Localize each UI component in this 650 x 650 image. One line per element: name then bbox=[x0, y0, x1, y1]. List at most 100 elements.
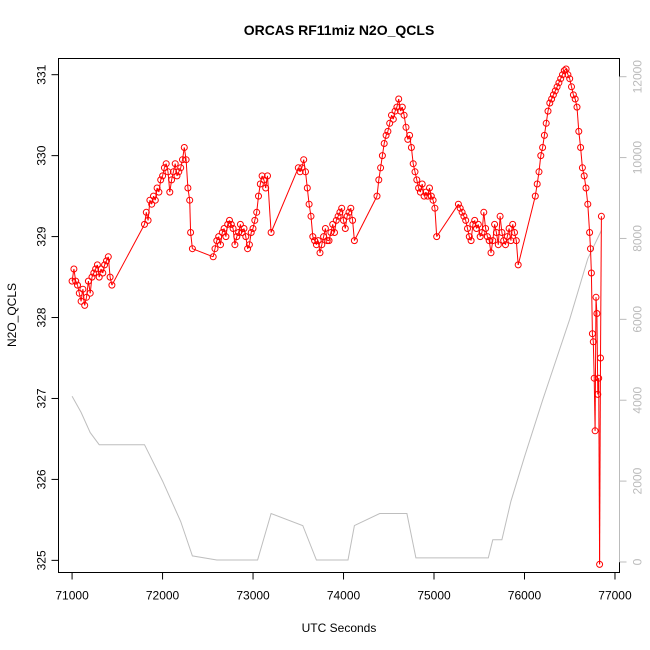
n2o-point bbox=[180, 144, 188, 151]
n2o-point bbox=[177, 164, 185, 172]
n2o-segment bbox=[160, 175, 164, 181]
y-tick-label: 329 bbox=[35, 226, 49, 246]
n2o-point bbox=[555, 79, 563, 87]
n2o-point bbox=[311, 237, 319, 245]
n2o-segment bbox=[517, 195, 536, 266]
n2o-segment bbox=[254, 212, 258, 221]
n2o-point bbox=[99, 269, 107, 277]
n2o-point bbox=[182, 156, 190, 164]
n2o-point bbox=[502, 241, 509, 249]
n2o-point bbox=[540, 131, 548, 139]
n2o-segment bbox=[75, 280, 78, 286]
n2o-point bbox=[531, 192, 539, 200]
n2o-point bbox=[307, 212, 315, 220]
y2-tick-label: 6000 bbox=[631, 306, 645, 333]
n2o-point bbox=[460, 212, 468, 220]
n2o-point bbox=[587, 245, 594, 253]
n2o-point bbox=[267, 229, 275, 236]
n2o-segment bbox=[429, 187, 432, 197]
n2o-segment bbox=[545, 111, 549, 124]
n2o-point bbox=[218, 229, 226, 236]
n2o-segment bbox=[182, 147, 185, 160]
n2o-segment bbox=[459, 207, 463, 213]
n2o-point bbox=[382, 131, 390, 139]
n2o-point bbox=[247, 229, 255, 236]
n2o-point bbox=[568, 83, 575, 91]
n2o-point bbox=[575, 127, 583, 135]
y2-tick-label: 2000 bbox=[631, 467, 645, 494]
n2o-point bbox=[514, 261, 522, 269]
n2o-point bbox=[249, 225, 257, 232]
n2o-point bbox=[327, 229, 335, 236]
n2o-point bbox=[146, 196, 154, 204]
n2o-point bbox=[321, 225, 329, 232]
n2o-point bbox=[233, 233, 241, 241]
n2o-segment bbox=[403, 115, 407, 128]
y2-tick-label: 12000 bbox=[631, 60, 645, 94]
n2o-segment bbox=[383, 135, 387, 144]
n2o-segment bbox=[270, 167, 299, 233]
n2o-point bbox=[411, 168, 419, 176]
n2o-segment bbox=[556, 82, 560, 88]
n2o-point bbox=[595, 374, 603, 382]
n2o-point bbox=[500, 237, 508, 245]
x-tick-label: 75000 bbox=[417, 589, 451, 603]
n2o-point bbox=[314, 237, 322, 245]
n2o-point bbox=[559, 71, 566, 79]
n2o-segment bbox=[416, 179, 420, 189]
n2o-point bbox=[309, 233, 317, 241]
n2o-point bbox=[462, 216, 470, 224]
n2o-point bbox=[594, 390, 602, 398]
n2o-segment bbox=[488, 240, 492, 253]
n2o-point bbox=[580, 172, 588, 180]
n2o-segment bbox=[73, 268, 77, 282]
n2o-point bbox=[329, 220, 337, 228]
n2o-point bbox=[336, 208, 344, 216]
n2o-point bbox=[544, 107, 552, 115]
n2o-point bbox=[302, 168, 309, 176]
n2o-point bbox=[496, 212, 504, 220]
n2o-segment bbox=[479, 232, 483, 237]
n2o-segment bbox=[512, 224, 515, 233]
n2o-point bbox=[553, 83, 561, 91]
n2o-point bbox=[480, 208, 488, 216]
y-axis-label: N2O_QCLS bbox=[5, 283, 19, 347]
n2o-point bbox=[494, 241, 502, 249]
n2o-point bbox=[386, 119, 394, 127]
n2o-segment bbox=[552, 90, 556, 96]
n2o-point bbox=[551, 87, 559, 95]
n2o-segment bbox=[238, 224, 241, 233]
n2o-point bbox=[173, 172, 181, 180]
n2o-point bbox=[404, 135, 412, 143]
n2o-segment bbox=[214, 240, 218, 249]
n2o-segment bbox=[183, 147, 187, 160]
n2o-point bbox=[537, 152, 545, 160]
n2o-point bbox=[587, 269, 595, 277]
n2o-point bbox=[312, 241, 320, 249]
x-tick-label: 76000 bbox=[508, 589, 542, 603]
n2o-segment bbox=[567, 74, 571, 79]
x-tick-label: 71000 bbox=[55, 589, 89, 603]
n2o-point bbox=[226, 216, 233, 224]
n2o-segment bbox=[192, 248, 214, 258]
n2o-segment bbox=[591, 333, 594, 342]
n2o-segment bbox=[434, 208, 438, 237]
n2o-point bbox=[469, 220, 477, 228]
n2o-segment bbox=[330, 224, 334, 233]
n2o-point bbox=[375, 176, 383, 184]
n2o-point bbox=[68, 277, 76, 285]
n2o-point bbox=[487, 249, 495, 257]
n2o-segment bbox=[378, 167, 382, 180]
altitude-series bbox=[71, 230, 602, 561]
n2o-segment bbox=[394, 106, 398, 112]
n2o-segment bbox=[501, 232, 505, 241]
n2o-point bbox=[566, 75, 574, 83]
n2o-segment bbox=[312, 236, 316, 241]
n2o-segment bbox=[91, 272, 95, 278]
n2o-point bbox=[331, 229, 338, 236]
n2o-point bbox=[242, 233, 250, 241]
n2o-point bbox=[431, 204, 439, 212]
n2o-segment bbox=[592, 341, 595, 379]
n2o-point bbox=[244, 245, 252, 253]
